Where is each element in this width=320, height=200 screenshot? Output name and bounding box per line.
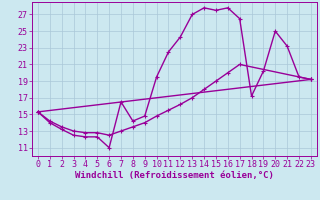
X-axis label: Windchill (Refroidissement éolien,°C): Windchill (Refroidissement éolien,°C) (75, 171, 274, 180)
